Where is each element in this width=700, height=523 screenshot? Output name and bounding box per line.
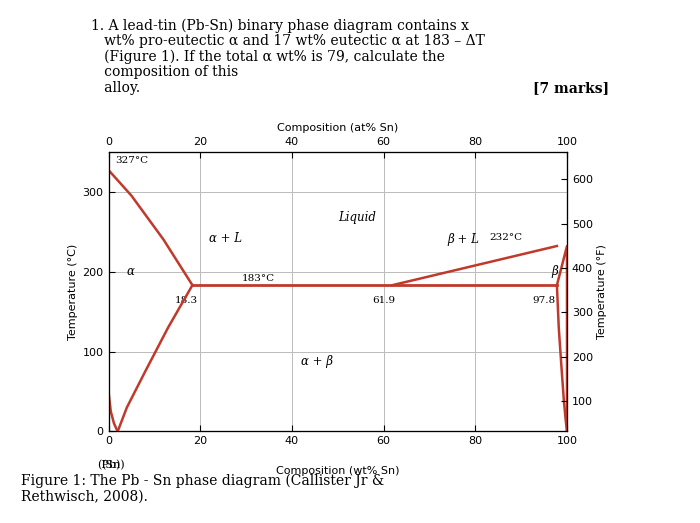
Text: (Pb): (Pb) <box>97 460 120 470</box>
Text: (Sn): (Sn) <box>102 460 125 470</box>
Y-axis label: Temperature (°C): Temperature (°C) <box>69 243 78 340</box>
Text: β: β <box>551 265 558 278</box>
Text: alloy.: alloy. <box>91 81 140 95</box>
X-axis label: Composition (wt% Sn): Composition (wt% Sn) <box>276 466 400 476</box>
Text: 61.9: 61.9 <box>372 295 396 304</box>
X-axis label: Composition (at% Sn): Composition (at% Sn) <box>277 123 398 133</box>
Text: 97.8: 97.8 <box>533 295 556 304</box>
Text: 232°C: 232°C <box>489 233 522 242</box>
Text: α: α <box>127 265 134 278</box>
Text: β + L: β + L <box>448 233 480 246</box>
Text: 183°C: 183°C <box>241 274 274 283</box>
Text: 1. A lead-tin (Pb-Sn) binary phase diagram contains x: 1. A lead-tin (Pb-Sn) binary phase diagr… <box>91 18 469 33</box>
Text: α + β: α + β <box>301 355 333 368</box>
Text: α + L: α + L <box>209 232 242 245</box>
Text: wt% pro-eutectic α and 17 wt% eutectic α at 183 – ΔT: wt% pro-eutectic α and 17 wt% eutectic α… <box>91 34 485 48</box>
Text: [7 marks]: [7 marks] <box>533 81 609 95</box>
Text: composition of this: composition of this <box>91 65 238 79</box>
Text: Figure 1: The Pb - Sn phase diagram (Callister Jr &
Rethwisch, 2008).: Figure 1: The Pb - Sn phase diagram (Cal… <box>21 473 384 504</box>
Text: 327°C: 327°C <box>116 156 148 165</box>
Text: Liquid: Liquid <box>337 211 376 224</box>
Text: 18.3: 18.3 <box>175 295 198 304</box>
Text: (Figure 1). If the total α wt% is 79, calculate the: (Figure 1). If the total α wt% is 79, ca… <box>91 50 445 64</box>
Y-axis label: Temperature (°F): Temperature (°F) <box>597 244 607 339</box>
